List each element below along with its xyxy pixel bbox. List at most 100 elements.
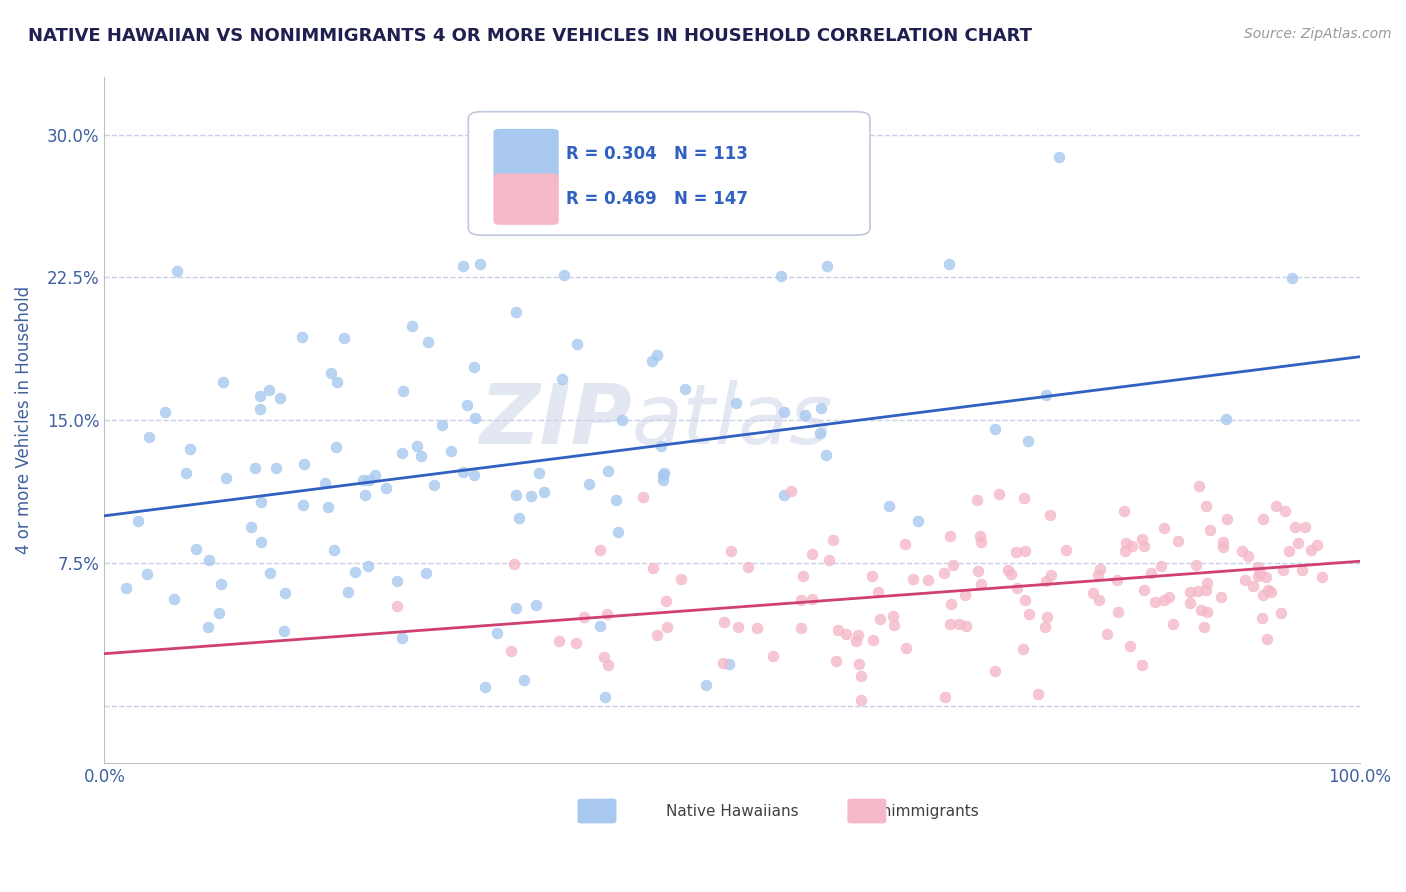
Point xyxy=(138,430,160,444)
Point xyxy=(565,635,588,649)
Point xyxy=(1178,596,1201,610)
Point xyxy=(274,585,297,599)
Point xyxy=(415,566,437,580)
Point xyxy=(1256,632,1278,647)
Point xyxy=(966,493,988,508)
Point xyxy=(938,257,960,271)
Point xyxy=(948,616,970,631)
Point xyxy=(1014,491,1036,506)
Point xyxy=(1167,534,1189,549)
Point xyxy=(1005,545,1028,559)
Point xyxy=(1310,569,1333,583)
Point xyxy=(595,690,617,705)
Point xyxy=(605,492,627,507)
FancyBboxPatch shape xyxy=(578,798,616,823)
Point xyxy=(1281,271,1303,285)
Point xyxy=(387,574,409,589)
Point xyxy=(1294,520,1316,534)
Text: ZIP: ZIP xyxy=(479,380,631,461)
Point xyxy=(1119,639,1142,653)
Point xyxy=(720,543,742,558)
Point xyxy=(984,422,1007,436)
Point xyxy=(1130,532,1153,546)
Point xyxy=(1121,539,1143,553)
Point xyxy=(1105,573,1128,587)
Point xyxy=(1005,581,1028,595)
Point xyxy=(862,633,884,648)
Point xyxy=(385,599,408,613)
Point xyxy=(955,618,977,632)
Point xyxy=(1251,511,1274,525)
Point xyxy=(1112,504,1135,518)
Point xyxy=(655,620,678,634)
Point xyxy=(197,553,219,567)
Point xyxy=(323,543,346,558)
Point xyxy=(332,331,354,345)
Point xyxy=(474,680,496,694)
Point xyxy=(606,524,628,539)
Point xyxy=(1140,566,1163,581)
Point xyxy=(529,467,551,481)
Point xyxy=(883,618,905,632)
Point xyxy=(463,468,485,483)
Text: Source: ZipAtlas.com: Source: ZipAtlas.com xyxy=(1244,27,1392,41)
Point xyxy=(1083,585,1105,599)
Point xyxy=(1249,566,1271,580)
Point xyxy=(773,405,796,419)
Y-axis label: 4 or more Vehicles in Household: 4 or more Vehicles in Household xyxy=(15,286,32,554)
Point xyxy=(1270,606,1292,620)
Point xyxy=(939,616,962,631)
Point xyxy=(470,257,492,271)
Point xyxy=(877,499,900,513)
Point xyxy=(893,537,915,551)
Point xyxy=(1257,582,1279,597)
Point xyxy=(319,366,342,380)
Point xyxy=(240,519,263,533)
Point xyxy=(1288,536,1310,550)
Point xyxy=(401,319,423,334)
Point xyxy=(655,593,678,607)
Point xyxy=(737,560,759,574)
Point xyxy=(848,657,870,672)
Point xyxy=(1230,543,1253,558)
Point xyxy=(818,552,841,566)
Point xyxy=(673,382,696,396)
Point xyxy=(391,446,413,460)
Point xyxy=(1036,610,1059,624)
Point xyxy=(1133,583,1156,598)
Point xyxy=(243,461,266,475)
Point xyxy=(907,514,929,528)
Point xyxy=(259,566,281,581)
Point xyxy=(939,529,962,543)
Point xyxy=(713,615,735,630)
Point xyxy=(845,634,868,648)
Point xyxy=(641,354,664,368)
Point xyxy=(727,620,749,634)
Point xyxy=(416,335,439,350)
Point xyxy=(344,565,367,579)
Point xyxy=(939,597,962,611)
Point xyxy=(1265,499,1288,513)
Point xyxy=(984,664,1007,678)
Point xyxy=(291,499,314,513)
Point xyxy=(1047,150,1070,164)
Point xyxy=(1035,388,1057,402)
Point xyxy=(326,375,349,389)
Point xyxy=(1153,520,1175,534)
Point xyxy=(513,673,536,687)
Point xyxy=(316,500,339,515)
Point xyxy=(1247,569,1270,583)
Point xyxy=(654,466,676,480)
Point xyxy=(1054,543,1077,558)
Point xyxy=(1014,544,1036,558)
Point xyxy=(578,476,600,491)
Point xyxy=(1274,504,1296,518)
Point xyxy=(1278,544,1301,558)
Point xyxy=(1216,512,1239,526)
Point xyxy=(505,488,527,502)
Text: NATIVE HAWAIIAN VS NONIMMIGRANTS 4 OR MORE VEHICLES IN HOUSEHOLD CORRELATION CHA: NATIVE HAWAIIAN VS NONIMMIGRANTS 4 OR MO… xyxy=(28,27,1032,45)
Point xyxy=(1301,542,1323,557)
Point xyxy=(440,443,463,458)
Point xyxy=(955,588,977,602)
Point xyxy=(186,541,208,556)
